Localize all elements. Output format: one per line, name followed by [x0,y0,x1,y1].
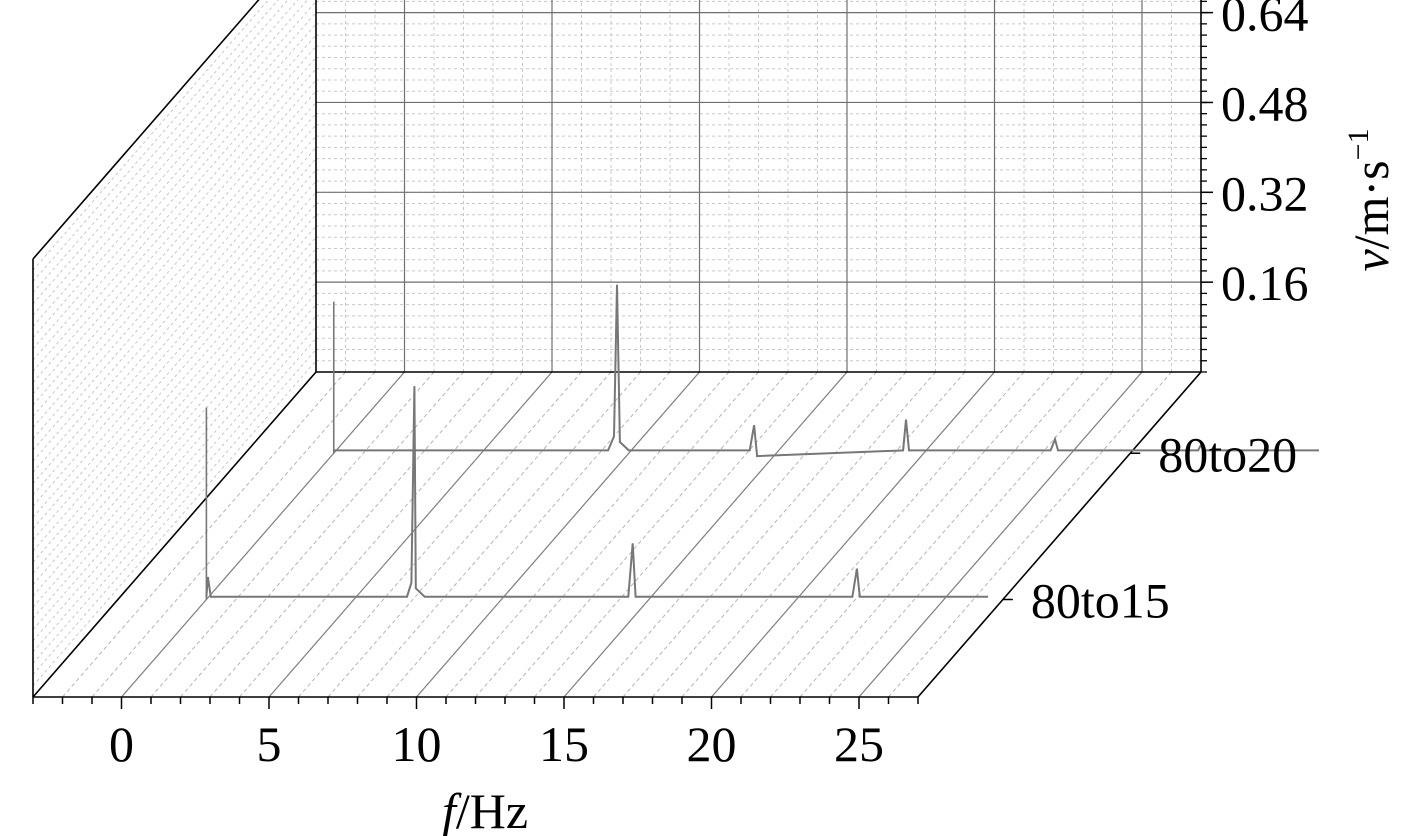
z-tick-label: 0.16 [1221,255,1309,311]
z-tick-label: 0.48 [1221,75,1309,131]
floor-grid-line [534,371,818,698]
floor-major-line [121,371,405,698]
z-tick-label: 0.32 [1221,165,1309,221]
sidewall-minor [32,0,299,305]
sidewall-minor [32,236,317,563]
side-wall [32,0,317,687]
floor-grid-line [622,371,907,698]
sidewall-minor [32,248,317,574]
sidewall-minor [32,147,317,473]
sidewall-minor [32,191,317,518]
floor-grid-line [770,371,1054,698]
x-tick-label: 25 [834,716,884,772]
sidewall-minor [32,79,317,406]
x-tick-label: 15 [539,716,589,772]
depth-tick-label: 80to20 [1158,426,1297,482]
depth-axis-ticks: 80to15 80to20 [1002,426,1297,629]
floor-major-line [416,371,700,698]
floor-grid-line [209,371,494,698]
sidewall-minor [32,1,317,327]
z-axis-ticks: 0.16 0.32 0.48 0.64 [1201,0,1309,373]
sidewall-minor [32,337,317,664]
floor-grid-line [150,371,435,698]
sidewall-minor [32,315,317,642]
sidewall-minor [32,225,317,552]
series-line-80to15 [205,386,989,598]
floor-grid-line [357,371,641,698]
floor-grid-line [91,371,376,698]
sidewall-minor [32,259,317,586]
floor-major-line [268,371,553,698]
sidewall-minor [32,349,317,675]
x-tick-label: 10 [392,716,442,772]
x-tick-label: 20 [687,716,737,772]
floor-major-line [858,371,1143,698]
sidewall-minor [32,281,317,608]
depth-tick-label: 80to15 [1031,573,1170,629]
floor-grid-line [888,371,1172,698]
sidewall-minor [32,169,317,496]
floor-plane [32,371,1202,698]
floor-grid-line [180,371,464,698]
sidewall-minor [32,124,317,451]
sidewall-minor [32,304,317,630]
series-group [205,284,1319,600]
floor-grid-line [475,371,759,698]
box-frame [32,0,1202,698]
floor-grid-line [445,371,730,698]
x-axis-ticks: 0 5 10 15 20 25 [32,697,919,772]
sidewall-minor [32,90,317,417]
frame-edge [917,371,1202,698]
sidewall-minor [32,45,317,372]
x-tick-label: 0 [109,716,134,772]
sidewall-minor [32,57,317,383]
series-line-80to20 [333,284,1319,458]
sidewall-minor [32,293,317,619]
floor-major-line [563,371,848,698]
floor-grid-line [504,371,789,698]
floor-grid-line [652,371,936,698]
sidewall-minor [32,12,317,338]
frame-edge [32,0,260,260]
sidewall-minor [32,113,317,440]
sidewall-minor [32,158,317,484]
floor-grid-line [681,371,966,698]
floor-grid-line [799,371,1084,698]
floor-grid-line [239,371,523,698]
floor-grid-line [740,371,1025,698]
floor-grid-line [327,371,612,698]
sidewall-minor [32,135,317,462]
floor-grid-line [62,371,346,698]
floor-grid-line [829,371,1113,698]
sidewall-minor [32,23,317,350]
sidewall-minor [32,214,317,541]
sidewall-minor [32,180,317,507]
sidewall-minor [32,203,317,529]
floor-grid-line [593,371,877,698]
x-tick-label: 5 [257,716,282,772]
z-tick-label: 0.64 [1221,0,1309,42]
sidewall-minor [32,0,309,316]
floor-grid-line [298,371,582,698]
sidewall-minor [32,102,317,428]
x-axis-title: f/Hz [442,783,528,836]
z-axis-title: v/m·s−1 [1342,128,1399,271]
sidewall-minor [32,270,317,597]
floor-major-line [711,371,995,698]
floor-grid-line [386,371,671,698]
sidewall-minor [32,0,289,294]
sidewall-minor [32,34,317,361]
sidewall-minor [32,0,279,282]
sidewall-minor [32,326,317,653]
back-wall [315,0,1202,372]
sidewall-minor [32,68,317,395]
frame-edge [32,371,317,698]
